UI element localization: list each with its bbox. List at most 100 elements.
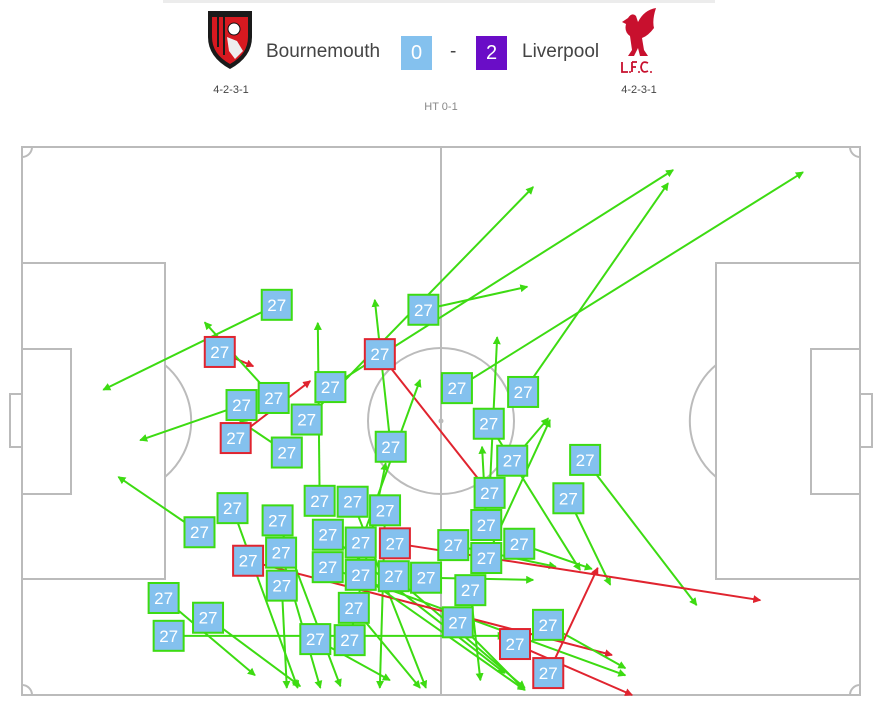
pass-origin-marker: 27	[437, 529, 470, 562]
player-marker-box	[552, 482, 585, 515]
pass-origin-marker: 27	[473, 476, 506, 509]
player-number-label: 27	[479, 415, 498, 434]
player-marker-box	[219, 422, 252, 455]
pass-origin-marker: 27	[337, 591, 370, 624]
player-marker-box	[407, 293, 440, 326]
pass-origin-marker: 27	[569, 443, 602, 476]
player-number-label: 27	[343, 493, 362, 512]
pass-arrow-complete	[327, 566, 627, 677]
player-marker-box	[369, 494, 402, 527]
pass-origin-marker: 27	[496, 444, 529, 477]
player-marker-box	[311, 518, 344, 551]
player-number-label: 27	[477, 516, 496, 535]
player-number-label: 27	[226, 429, 245, 448]
player-marker-box	[147, 582, 180, 615]
player-number-label: 27	[340, 631, 359, 650]
player-number-label: 27	[277, 444, 296, 463]
left-penalty-box	[21, 262, 166, 580]
player-number-label: 27	[539, 664, 558, 683]
pass-origin-marker: 27	[265, 569, 298, 602]
player-marker-box	[441, 606, 474, 639]
player-number-label: 27	[370, 345, 389, 364]
away-score: 2	[476, 36, 507, 70]
pass-origin-marker: 27	[314, 371, 347, 404]
player-marker-box	[257, 381, 290, 414]
pass-origin-marker: 27	[270, 436, 303, 469]
pass-origin-marker: 27	[552, 482, 585, 515]
player-number-label: 27	[448, 613, 467, 632]
pass-origin-marker: 27	[303, 484, 336, 517]
pass-origin-marker: 27	[261, 504, 294, 537]
player-marker-box	[336, 485, 369, 518]
player-number-label: 27	[506, 635, 525, 654]
player-marker-box	[410, 561, 443, 594]
pass-origin-marker: 27	[407, 293, 440, 326]
pass-origin-marker: 27	[503, 527, 536, 560]
pass-origin-marker: 27	[299, 623, 332, 656]
player-number-label: 27	[417, 569, 436, 588]
player-marker-box	[337, 591, 370, 624]
player-number-label: 27	[477, 549, 496, 568]
liverpool-crest-logo	[621, 8, 656, 73]
player-marker-box	[532, 657, 565, 690]
pass-origin-marker: 27	[454, 574, 487, 607]
pass-origin-marker: 27	[225, 389, 258, 422]
player-marker-box	[152, 619, 185, 652]
pass-origin-marker: 27	[470, 509, 503, 542]
pass-origin-marker: 27	[507, 375, 540, 408]
player-marker-box	[503, 527, 536, 560]
player-number-label: 27	[384, 567, 403, 586]
player-number-label: 27	[199, 609, 218, 628]
pass-origin-marker: 27	[265, 536, 298, 569]
player-number-label: 27	[351, 566, 370, 585]
pass-arrow-incomplete	[514, 643, 633, 696]
player-number-label: 27	[318, 526, 337, 545]
pass-origin-marker: 27	[336, 485, 369, 518]
pass-origin-marker: 27	[440, 372, 473, 405]
player-marker-box	[299, 623, 332, 656]
left-goal	[9, 393, 23, 448]
player-number-label: 27	[376, 501, 395, 520]
left-six-yard-box	[21, 348, 72, 495]
player-number-label: 27	[154, 589, 173, 608]
home-team-name: Bournemouth	[266, 41, 381, 62]
away-team-name: Liverpool	[522, 41, 600, 62]
player-number-label: 27	[539, 616, 558, 635]
pass-origin-marker: 27	[192, 601, 225, 634]
player-number-label: 27	[514, 383, 533, 402]
pass-arrow-complete	[584, 459, 698, 606]
player-marker-box	[314, 371, 347, 404]
player-marker-box	[203, 335, 236, 368]
player-marker-box	[569, 443, 602, 476]
player-marker-box	[470, 509, 503, 542]
player-marker-box	[363, 338, 396, 371]
player-number-label: 27	[447, 379, 466, 398]
pass-origin-marker: 27	[290, 403, 323, 436]
pass-arrow-complete	[102, 303, 278, 391]
home-score: 0	[401, 36, 432, 70]
pass-arrow-incomplete	[379, 353, 488, 491]
pass-origin-marker: 27	[344, 558, 377, 591]
player-number-label: 27	[461, 581, 480, 600]
player-number-label: 27	[444, 536, 463, 555]
half-time-score: HT 0-1	[424, 101, 458, 110]
pass-origin-marker: 27	[369, 494, 402, 527]
player-number-label: 27	[306, 630, 325, 649]
player-marker-box	[532, 608, 565, 641]
player-marker-box	[507, 375, 540, 408]
pass-arrow-complete	[139, 404, 242, 442]
player-number-label: 27	[210, 343, 229, 362]
pass-origin-marker: 27	[232, 544, 265, 577]
pass-origin-marker: 27	[152, 619, 185, 652]
pass-origin-marker: 27	[532, 657, 565, 690]
score-separator: -	[450, 41, 457, 62]
player-marker-box	[473, 476, 506, 509]
player-marker-box	[496, 444, 529, 477]
player-number-label: 27	[414, 301, 433, 320]
player-marker-box	[378, 527, 411, 560]
left-penalty-arc	[164, 364, 193, 478]
pass-markers: 27 27 27 27 27 27 27 27 27 27 27 27 27 27 27 27 27 27 27 27…	[147, 288, 602, 690]
pass-origin-marker: 27	[472, 407, 505, 440]
header-top-bar	[163, 0, 715, 3]
player-number-label: 27	[272, 577, 291, 596]
